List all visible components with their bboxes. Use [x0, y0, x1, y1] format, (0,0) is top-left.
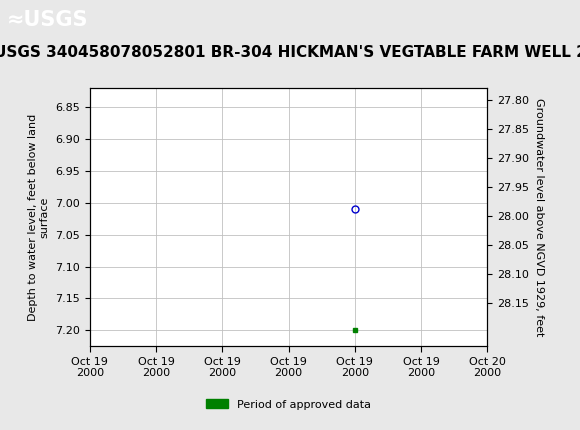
Text: USGS 340458078052801 BR-304 HICKMAN'S VEGTABLE FARM WELL 2: USGS 340458078052801 BR-304 HICKMAN'S VE… — [0, 45, 580, 60]
Y-axis label: Depth to water level, feet below land
surface: Depth to water level, feet below land su… — [28, 114, 50, 321]
Text: ≈USGS: ≈USGS — [7, 10, 89, 30]
Y-axis label: Groundwater level above NGVD 1929, feet: Groundwater level above NGVD 1929, feet — [535, 98, 545, 336]
Legend: Period of approved data: Period of approved data — [202, 395, 376, 414]
